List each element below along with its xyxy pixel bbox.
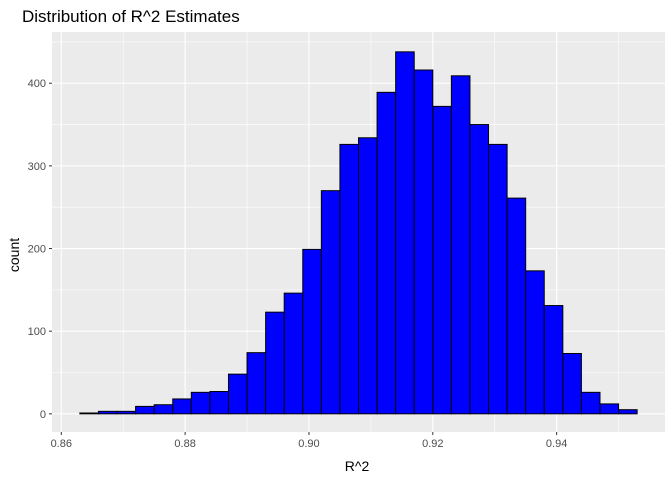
histogram-bars	[79, 51, 638, 415]
histogram-bar	[599, 403, 620, 415]
y-axis: 0 100 200 300 400	[28, 78, 52, 421]
y-tick-label: 200	[28, 244, 46, 256]
histogram-bar	[246, 352, 267, 415]
histogram-bar	[320, 190, 341, 415]
histogram-bar	[209, 391, 229, 415]
histogram-bar	[97, 410, 118, 415]
histogram-bar	[488, 143, 508, 415]
histogram-bar	[339, 143, 360, 415]
y-tick-label: 300	[28, 161, 46, 173]
histogram-bar	[580, 391, 601, 415]
histogram-bar	[432, 105, 452, 415]
histogram-bar	[302, 248, 322, 415]
histogram-bar	[153, 404, 174, 415]
x-tick-label: 0.92	[422, 438, 443, 450]
y-axis-title: count	[6, 238, 22, 272]
histogram-bar	[116, 410, 137, 415]
histogram-bar	[450, 75, 471, 415]
histogram-bar	[358, 137, 378, 415]
histogram-bar	[618, 409, 638, 415]
histogram-bar	[283, 292, 304, 415]
histogram-bar	[562, 352, 582, 415]
histogram-bar	[395, 51, 415, 415]
histogram-bar	[469, 124, 490, 415]
histogram-bar	[506, 197, 527, 415]
y-tick-label: 100	[28, 326, 46, 338]
chart-title: Distribution of R^2 Estimates	[22, 7, 240, 26]
histogram-bar	[79, 412, 99, 415]
histogram-bar	[543, 305, 564, 415]
histogram-bar	[227, 373, 248, 415]
y-tick-label: 0	[40, 409, 46, 421]
histogram-bar	[525, 270, 545, 415]
histogram-bar	[172, 398, 192, 415]
x-axis: 0.86 0.88 0.90 0.92 0.94	[51, 432, 567, 450]
x-tick-label: 0.90	[298, 438, 319, 450]
x-tick-label: 0.86	[51, 438, 72, 450]
y-tick-label: 400	[28, 78, 46, 90]
histogram-bar	[135, 405, 155, 415]
histogram-bar	[190, 391, 211, 415]
x-axis-title: R^2	[345, 458, 370, 474]
histogram-bar	[376, 91, 397, 415]
histogram-bar	[413, 69, 434, 415]
x-tick-label: 0.88	[174, 438, 195, 450]
histogram-bar	[265, 311, 285, 415]
x-tick-label: 0.94	[546, 438, 567, 450]
